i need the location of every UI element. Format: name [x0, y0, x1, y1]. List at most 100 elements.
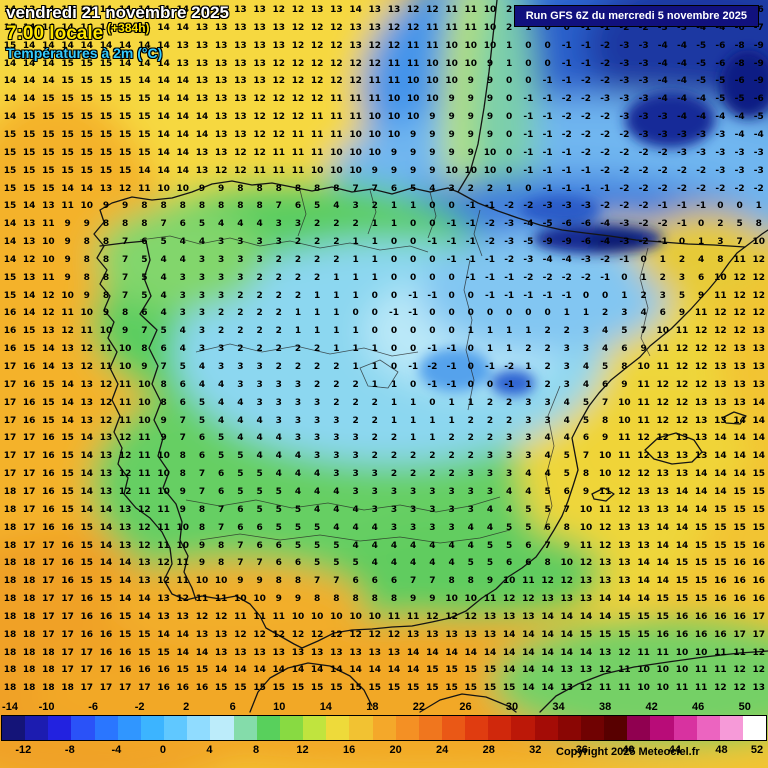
temperature-value: 12 [310, 94, 324, 105]
temperature-value: 9 [64, 272, 71, 283]
temperature-value: 14 [694, 504, 708, 515]
temperature-value: 3 [237, 272, 244, 283]
temperature-value: 1 [410, 201, 417, 212]
temperature-value: 3 [467, 486, 474, 497]
temperature-value: 15 [714, 558, 727, 569]
temperature-value: 14 [118, 576, 132, 587]
temperature-value: 14 [42, 22, 55, 33]
temperature-value: 8 [102, 254, 110, 265]
temperature-value: -3 [677, 147, 687, 158]
temperature-value: 2 [275, 308, 282, 319]
temperature-value: -2 [638, 165, 649, 176]
temperature-value: 13 [349, 40, 362, 51]
temperature-value: 9 [486, 76, 494, 87]
temperature-value: 12 [656, 433, 670, 444]
temperature-value: 2 [486, 397, 494, 408]
temperature-value: 9 [429, 165, 436, 176]
temperature-value: 4 [352, 522, 359, 533]
temperature-value: 4 [698, 254, 705, 265]
temperature-value: 18 [3, 522, 17, 533]
temperature-value: 12 [157, 576, 170, 587]
temperature-value: 13 [618, 576, 631, 587]
temperature-value: 2 [640, 290, 647, 301]
scale-segment [488, 716, 512, 740]
temperature-value: 12 [272, 76, 286, 87]
temperature-value: 10 [637, 683, 650, 694]
scale-label: -10 [38, 701, 55, 713]
temperature-value: 14 [752, 433, 766, 444]
scale-label: 8 [252, 744, 260, 756]
temperature-value: 10 [368, 129, 382, 140]
temperature-value: 7 [198, 469, 206, 480]
temperature-value: 12 [330, 58, 343, 69]
temperature-value: 10 [195, 576, 209, 587]
temperature-value: 13 [426, 629, 439, 640]
temperature-value: 13 [637, 504, 650, 515]
temperature-value: 11 [464, 5, 478, 15]
temperature-value: -6 [561, 219, 572, 230]
temperature-value: -3 [619, 58, 630, 69]
temperature-value: -1 [485, 362, 495, 372]
temperature-value: 7 [160, 362, 167, 372]
temperature-value: 9 [410, 165, 417, 176]
temperature-value: 12 [714, 344, 727, 355]
temperature-value: 4 [371, 558, 378, 569]
temperature-value: 15 [714, 522, 727, 533]
temperature-value: -3 [715, 165, 726, 176]
temperature-value: 0 [410, 326, 417, 337]
temperature-value: 1 [506, 326, 513, 337]
temperature-value: 12 [99, 415, 113, 426]
temperature-value: 15 [138, 129, 151, 140]
temperature-value: 13 [234, 94, 247, 105]
temperature-value: 5 [544, 504, 551, 515]
temperature-value: 13 [387, 5, 401, 15]
temperature-value: 16 [733, 594, 746, 605]
temperature-value: 8 [294, 576, 302, 587]
temperature-value: 12 [272, 94, 286, 105]
temperature-value: 1 [467, 397, 474, 408]
temperature-value: 12 [733, 272, 746, 283]
temperature-value: 16 [752, 540, 766, 551]
temperature-value: 13 [214, 129, 228, 140]
temperature-value: 15 [61, 58, 74, 69]
temperature-value: -1 [465, 237, 476, 248]
temperature-value: 8 [390, 594, 398, 605]
temperature-value: 1 [352, 326, 359, 337]
temperature-value: 17 [22, 433, 36, 444]
temperature-value: -2 [542, 272, 553, 283]
temperature-value: 12 [637, 433, 650, 444]
temperature-value: 3 [218, 272, 225, 283]
temperature-value: 15 [61, 147, 74, 158]
temperature-value: 12 [733, 290, 746, 301]
scale-segment [580, 716, 605, 740]
temperature-value: 3 [506, 469, 513, 480]
temperature-value: 13 [714, 397, 727, 408]
temperature-value: 11 [61, 308, 74, 319]
temperature-value: 2 [429, 469, 436, 480]
temperature-value: 3 [198, 344, 206, 355]
temperature-value: 1 [371, 219, 378, 230]
temperature-value: 13 [733, 362, 746, 372]
temperature-value: 1 [352, 362, 359, 372]
temperature-value: -2 [600, 40, 611, 51]
temperature-value: 4 [371, 522, 378, 533]
temperature-value: 7 [410, 576, 417, 587]
temperature-value: 13 [157, 594, 170, 605]
temperature-value: 2 [371, 201, 378, 212]
temperature-value: 10 [445, 165, 458, 176]
temperature-value: 12 [195, 611, 209, 622]
temperature-value: 5 [237, 469, 244, 480]
temperature-value: 15 [3, 183, 17, 194]
temperature-value: 15 [80, 165, 94, 176]
temperature-value: 1 [525, 22, 532, 33]
temperature-value: 10 [752, 237, 766, 248]
temperature-value: 18 [3, 594, 17, 605]
temperature-value: 15 [3, 201, 17, 212]
temperature-value: 9 [698, 290, 705, 301]
temperature-value: 2 [602, 308, 609, 319]
temperature-value: 3 [410, 522, 417, 533]
temperature-value: 3 [198, 308, 206, 319]
scale-label: 52 [750, 744, 764, 756]
temperature-value: 13 [752, 683, 766, 694]
